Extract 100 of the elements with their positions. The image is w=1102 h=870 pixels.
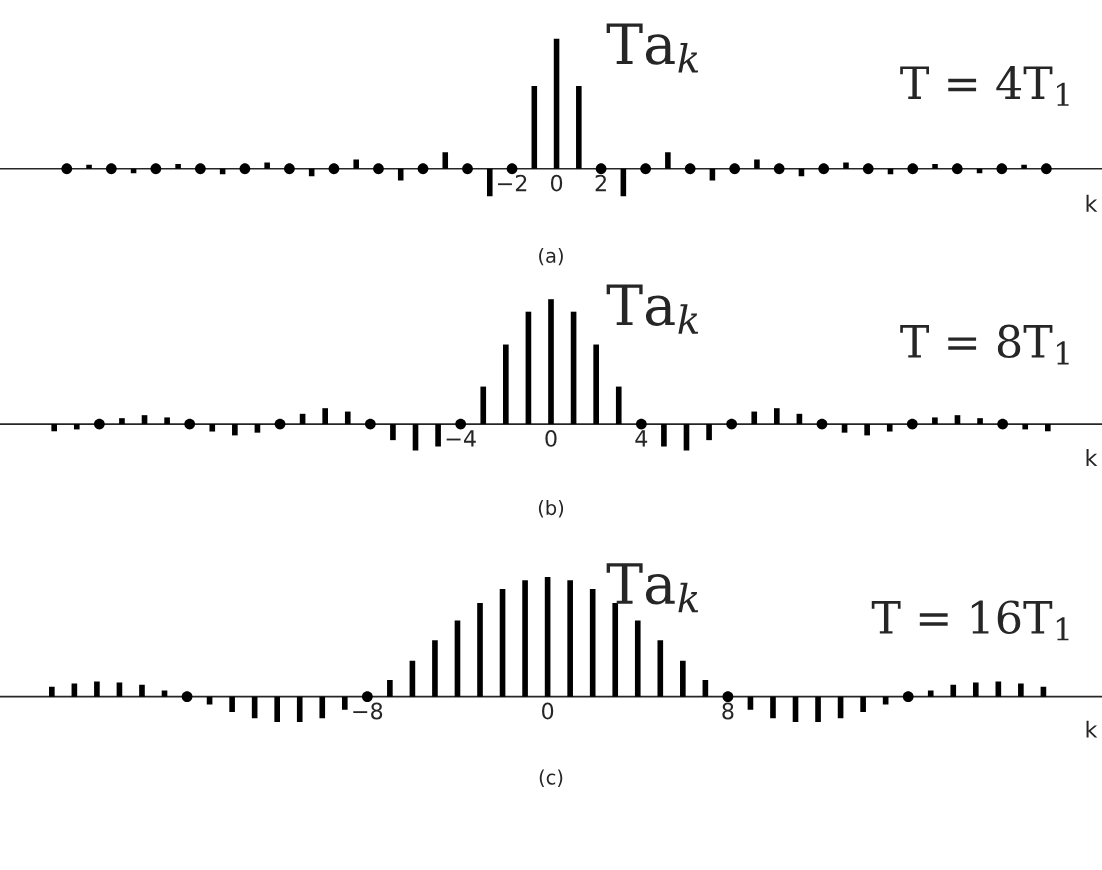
bar — [1021, 164, 1027, 169]
bar — [397, 168, 404, 181]
bar — [73, 424, 80, 430]
bar — [1040, 686, 1047, 697]
bar — [1044, 424, 1051, 432]
x-tick-label: −8 — [353, 702, 383, 720]
bar — [254, 424, 261, 433]
text: (b) — [538, 500, 564, 518]
bar — [229, 696, 235, 713]
bar — [954, 415, 961, 425]
bar — [86, 164, 92, 169]
annotation: T = 4T$_{1}$ — [900, 65, 1069, 106]
text: (a) — [539, 247, 563, 266]
bar — [634, 620, 641, 697]
bar — [754, 159, 760, 169]
bar — [882, 696, 889, 705]
bar — [94, 681, 100, 697]
bar — [435, 424, 441, 447]
bar — [141, 415, 148, 425]
bar — [860, 696, 866, 713]
bar — [209, 424, 216, 432]
bar — [815, 696, 821, 722]
bar — [995, 681, 1002, 697]
bar — [683, 424, 690, 451]
x-tick-label: −4 — [446, 430, 476, 447]
bar — [477, 602, 483, 697]
bar — [161, 690, 168, 697]
bar — [927, 690, 934, 697]
x-axis-title: k — [1086, 449, 1098, 466]
bar — [442, 152, 449, 169]
bar — [843, 162, 849, 169]
bar — [751, 411, 758, 425]
bar — [841, 424, 848, 433]
bar — [390, 424, 396, 441]
x-tick-label: 0 — [542, 702, 554, 720]
bar — [548, 299, 554, 425]
bar — [432, 640, 438, 697]
x-tick-label: 8 — [722, 702, 734, 720]
bar — [344, 411, 351, 425]
bar — [454, 620, 461, 697]
x-tick-label: 4 — [635, 430, 648, 447]
x-tick-label: 0 — [545, 429, 557, 447]
bar — [657, 640, 664, 697]
text: (c) — [539, 769, 563, 787]
bar — [553, 38, 560, 169]
bar — [593, 344, 599, 425]
bar — [274, 696, 281, 722]
x-axis-title: k — [1086, 720, 1098, 738]
bar — [206, 696, 213, 705]
bar — [522, 580, 528, 697]
bar — [680, 660, 686, 697]
bar — [864, 424, 870, 436]
bar — [116, 682, 123, 697]
bar — [770, 696, 776, 719]
bar — [531, 85, 538, 169]
bar — [1018, 683, 1024, 697]
bar — [175, 163, 181, 169]
bar — [49, 686, 55, 697]
bar — [486, 168, 493, 197]
bar — [950, 684, 957, 697]
bar — [972, 682, 979, 697]
x-axis-title: k — [1086, 194, 1098, 212]
annotation: Ta$_{k}$ — [606, 563, 699, 613]
bar — [977, 418, 983, 425]
bar — [164, 417, 170, 425]
bar — [886, 424, 893, 432]
annotation: Ta$_{k}$ — [606, 284, 699, 334]
bar — [702, 680, 709, 697]
bar — [774, 408, 780, 425]
bar — [706, 424, 712, 441]
bar — [932, 417, 938, 425]
bar — [615, 386, 622, 425]
bar — [709, 168, 716, 181]
bar — [932, 163, 938, 169]
bar — [576, 85, 582, 169]
bar — [661, 424, 667, 447]
bar — [353, 159, 359, 169]
bar — [139, 684, 145, 697]
bar — [319, 696, 326, 719]
bar — [412, 424, 419, 451]
bar — [503, 344, 509, 425]
bar — [296, 696, 303, 723]
bar — [567, 580, 573, 697]
bar — [119, 418, 125, 425]
annotation: T = 16T$_{1}$ — [871, 600, 1069, 641]
bar — [264, 162, 270, 169]
bar — [665, 152, 671, 169]
bar — [387, 680, 393, 697]
x-tick-label: 2 — [595, 174, 606, 192]
bar — [480, 386, 487, 425]
bar — [51, 424, 58, 432]
annotation: T = 8T$_{1}$ — [900, 324, 1069, 365]
x-tick-label: −2 — [498, 174, 527, 192]
bar — [589, 589, 596, 697]
x-tick-label: 0 — [550, 174, 563, 192]
bar — [1022, 424, 1029, 430]
bar — [341, 696, 348, 710]
bar — [322, 408, 328, 425]
annotation: Ta$_{k}$ — [606, 23, 699, 73]
bar — [232, 424, 238, 436]
